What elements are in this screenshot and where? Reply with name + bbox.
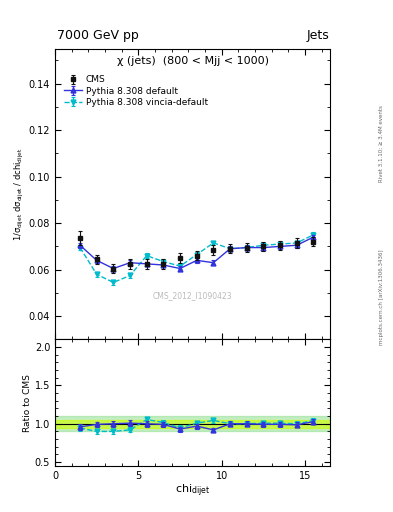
Bar [55, 420, 330, 428]
Text: Jets: Jets [307, 29, 329, 42]
Y-axis label: 1/σ$_\mathregular{dijet}$ dσ$_\mathregular{dijet}$ / dchi$_\mathregular{dijet}$: 1/σ$_\mathregular{dijet}$ dσ$_\mathregul… [13, 147, 26, 241]
Text: χ (jets)  (800 < Mjj < 1000): χ (jets) (800 < Mjj < 1000) [117, 56, 268, 66]
X-axis label: chi$_\mathregular{dijet}$: chi$_\mathregular{dijet}$ [175, 482, 210, 499]
Text: CMS_2012_I1090423: CMS_2012_I1090423 [153, 291, 232, 301]
Y-axis label: Ratio to CMS: Ratio to CMS [23, 374, 32, 432]
Text: 7000 GeV pp: 7000 GeV pp [57, 29, 139, 42]
Bar [55, 416, 330, 432]
Text: mcplots.cern.ch [arXiv:1306.3436]: mcplots.cern.ch [arXiv:1306.3436] [379, 249, 384, 345]
Text: Rivet 3.1.10; ≥ 3.4M events: Rivet 3.1.10; ≥ 3.4M events [379, 105, 384, 182]
Legend: CMS, Pythia 8.308 default, Pythia 8.308 vincia-default: CMS, Pythia 8.308 default, Pythia 8.308 … [62, 74, 210, 109]
